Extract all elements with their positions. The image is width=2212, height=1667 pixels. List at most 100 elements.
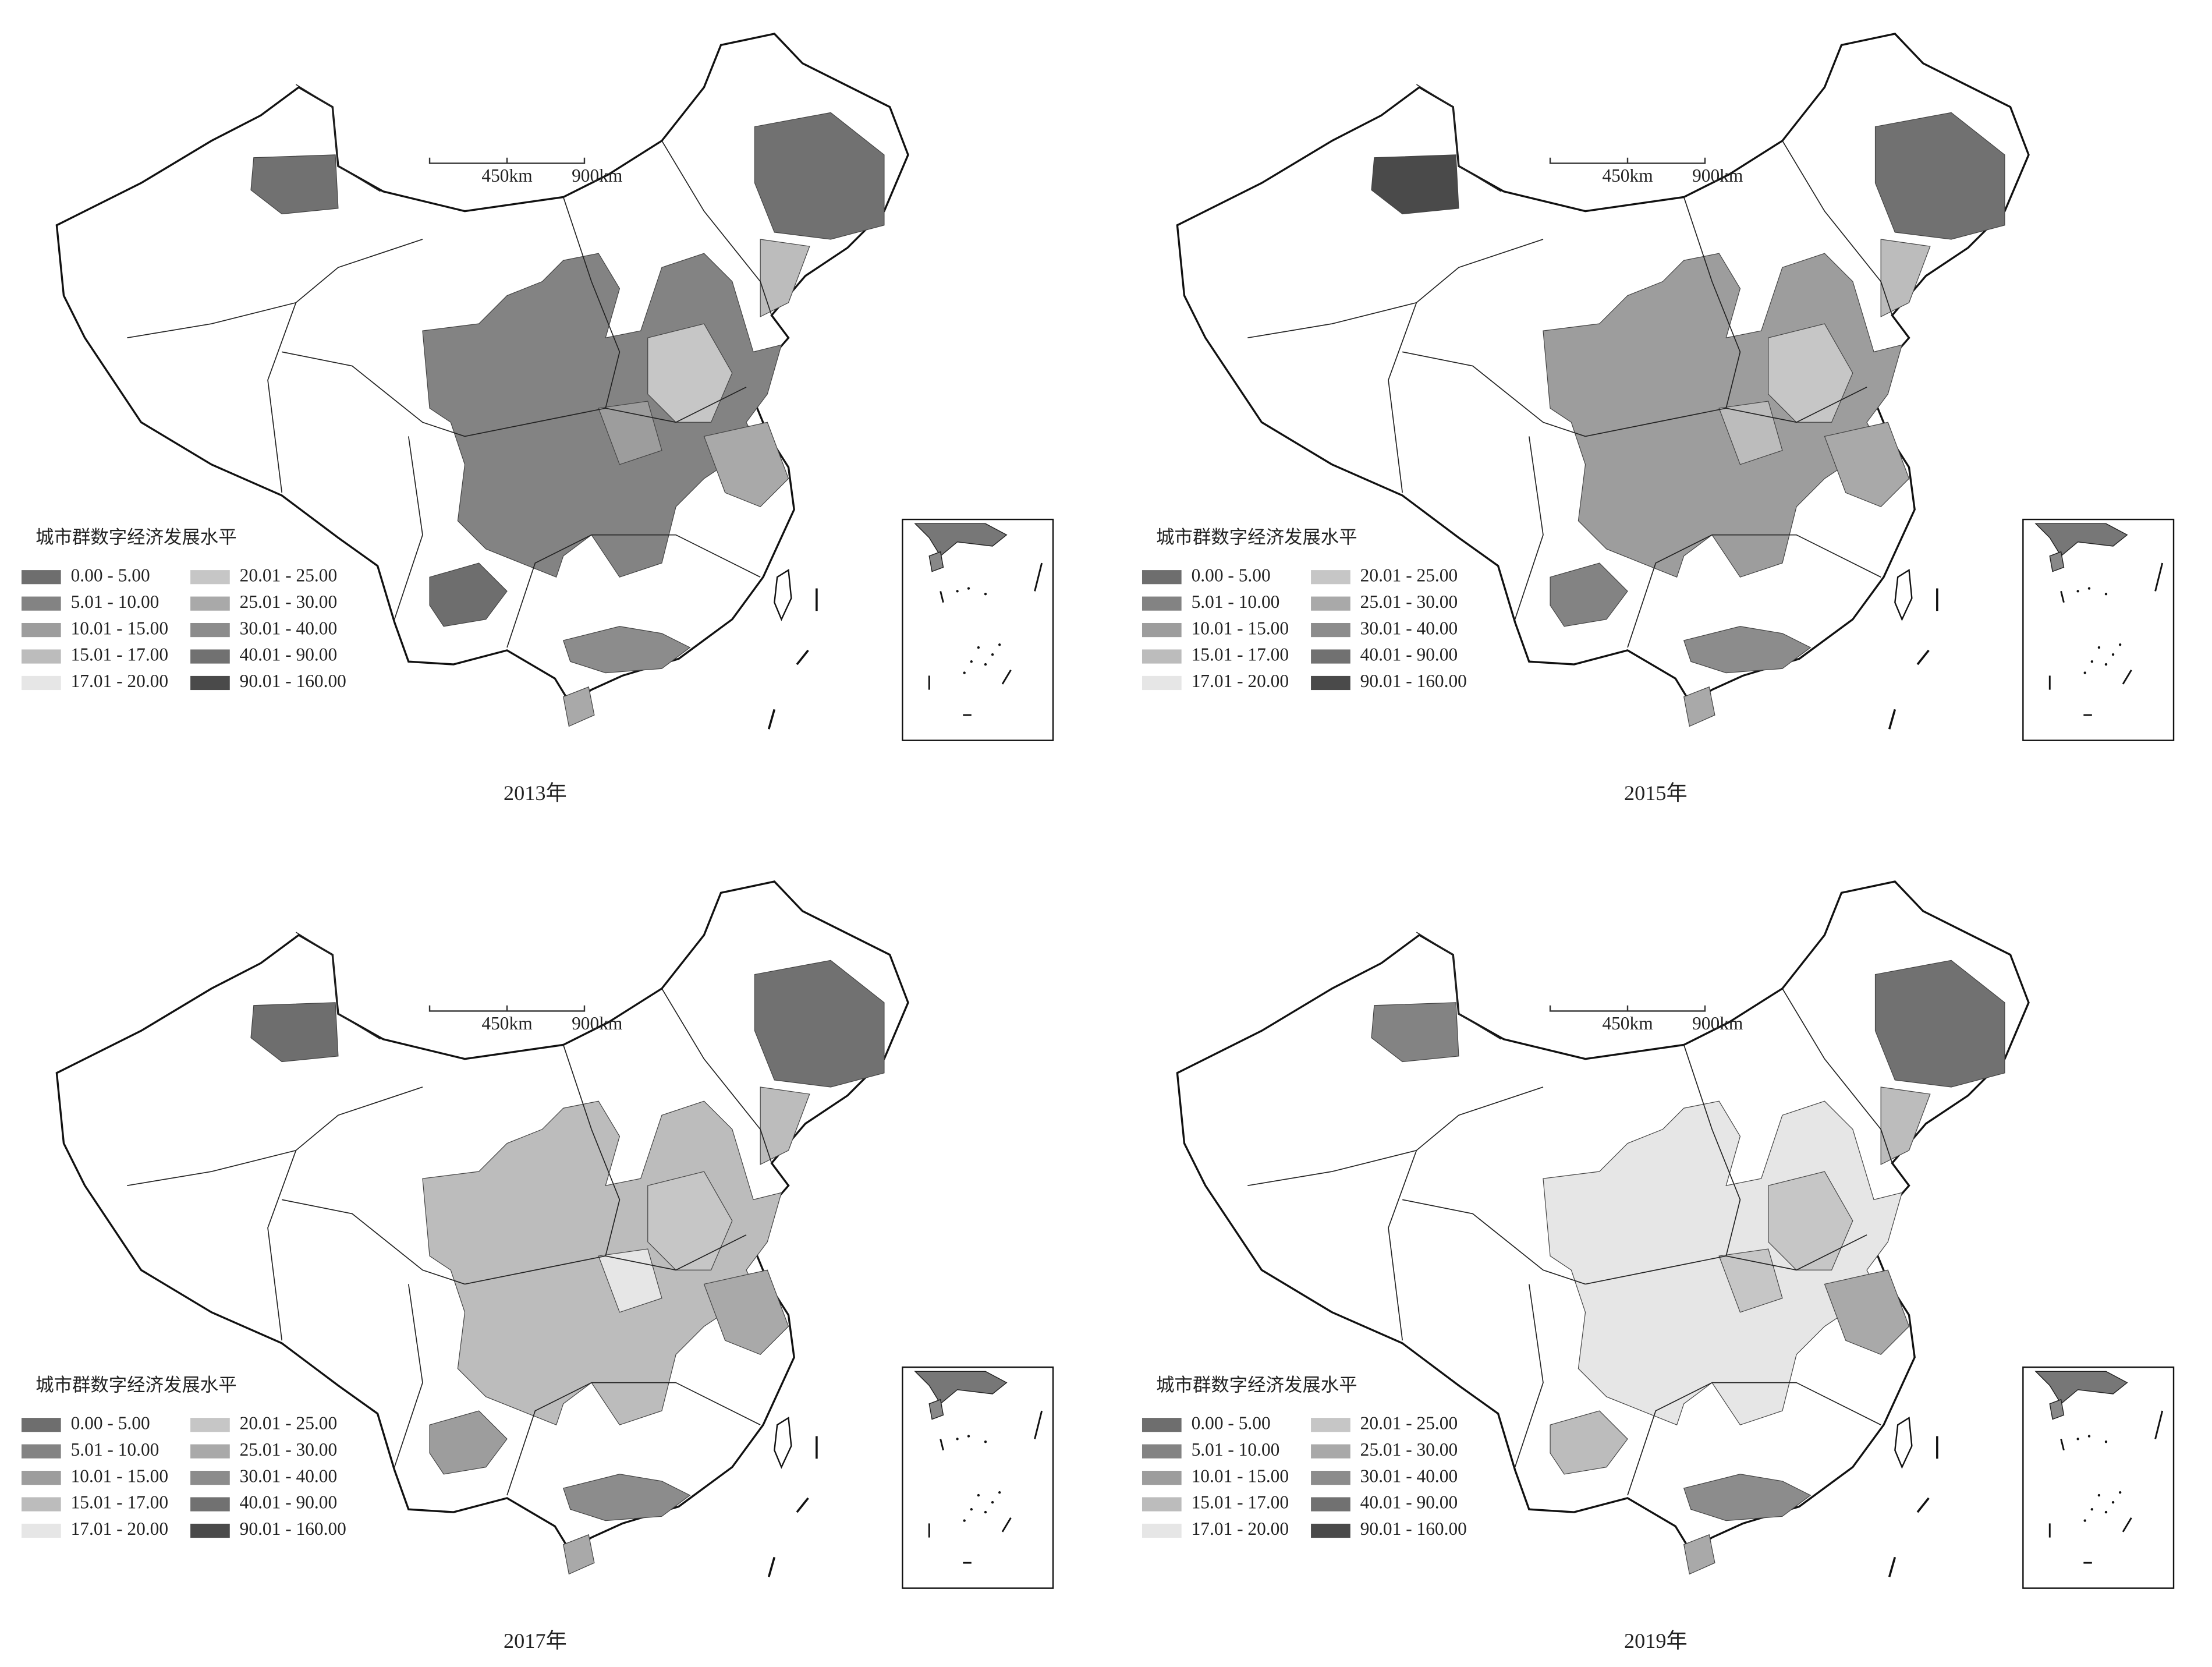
- inset-island: [928, 1399, 944, 1420]
- province-border: [1416, 84, 1501, 192]
- legend-swatch: [1311, 1470, 1350, 1485]
- inset-island-dot: [991, 1500, 994, 1504]
- region-fill: [760, 1086, 810, 1165]
- boundary-dash: [767, 1556, 776, 1577]
- scale-label: 900km: [572, 165, 622, 186]
- legend-label: 5.01 - 10.00: [71, 592, 159, 612]
- legend-label: 17.01 - 20.00: [71, 671, 169, 691]
- legend-swatch: [21, 570, 61, 585]
- legend-swatch: [1142, 1523, 1182, 1538]
- province-border: [1782, 140, 1893, 316]
- inset-island-dot: [984, 1441, 987, 1443]
- province-border: [267, 302, 297, 493]
- legend-label: 17.01 - 20.00: [1192, 1519, 1289, 1539]
- inset-island-dot: [998, 1491, 1001, 1494]
- inset-island-dot: [2090, 1508, 2093, 1511]
- legend-swatch: [21, 1444, 61, 1459]
- scale-label: 450km: [481, 1013, 532, 1034]
- legend-swatch: [21, 1523, 61, 1538]
- map-panel: 450km 900km 城市群数字经济发展水平 0.00 - 5.00 5.01 - 1…: [1142, 880, 2175, 1652]
- region-fill: [754, 112, 885, 240]
- region-fill: [1550, 1410, 1628, 1475]
- inset-island: [2049, 551, 2065, 572]
- legend-label: 10.01 - 15.00: [1192, 1466, 1289, 1486]
- region-fill: [429, 1410, 508, 1475]
- region-fill: [760, 239, 810, 317]
- legend-title: 城市群数字经济发展水平: [36, 527, 236, 547]
- region-fill: [1874, 112, 2005, 240]
- legend-swatch: [190, 1418, 230, 1432]
- province-border: [465, 1234, 747, 1285]
- province-border: [394, 1284, 423, 1467]
- inset-boundary: [1034, 562, 1043, 592]
- province-border: [1388, 302, 1417, 493]
- legend-label: 40.01 - 90.00: [240, 645, 338, 665]
- legend-label: 10.01 - 15.00: [71, 618, 169, 638]
- inset-boundary: [2122, 1517, 2132, 1532]
- legend-swatch: [190, 1444, 230, 1459]
- map-panel: 450km 900km 城市群数字经济发展水平 0.00 - 5.00 5.01 - 1…: [1142, 33, 2175, 805]
- legend-swatch: [1142, 1444, 1182, 1459]
- province-border: [661, 988, 772, 1163]
- legend-swatch: [190, 596, 230, 611]
- inset-island-dot: [2076, 590, 2079, 593]
- region-fill: [1824, 422, 1910, 508]
- region-fill: [1683, 626, 1812, 674]
- panel-caption: 2013年: [504, 781, 567, 805]
- inset-boundary: [940, 1439, 944, 1451]
- inset-boundary: [1001, 1517, 1012, 1532]
- legend-swatch: [1142, 649, 1182, 664]
- inset-island-dot: [970, 1508, 973, 1511]
- inset-boundary: [1034, 1410, 1043, 1439]
- legend-label: 25.01 - 30.00: [1360, 1439, 1458, 1460]
- legend-label: 5.01 - 10.00: [71, 1439, 159, 1460]
- province-border: [282, 1199, 465, 1285]
- inset-island-dot: [2111, 1500, 2115, 1504]
- region-fill: [1718, 1248, 1783, 1313]
- scale-label: 900km: [1692, 165, 1743, 186]
- inset-frame: [902, 1366, 1054, 1589]
- legend-label: 40.01 - 90.00: [1360, 645, 1458, 665]
- region-fill: [250, 154, 339, 215]
- map-panel: 450km 900km 城市群数字经济发展水平 0.00 - 5.00 5.01 - 1…: [21, 33, 1054, 805]
- legend-swatch: [21, 1497, 61, 1512]
- legend-label: 15.01 - 17.00: [1192, 1492, 1289, 1513]
- boundary-dash: [767, 709, 776, 730]
- boundary-dash: [1916, 649, 1930, 666]
- province-border: [1514, 1284, 1544, 1467]
- legend-swatch: [1311, 570, 1350, 585]
- inset-island-dot: [2090, 660, 2093, 663]
- inset-island-dot: [2104, 593, 2108, 596]
- scale-label: 450km: [1602, 165, 1653, 186]
- inset-frame: [2022, 1366, 2175, 1589]
- legend-label: 20.01 - 25.00: [1360, 565, 1458, 585]
- legend-label: 20.01 - 25.00: [1360, 1413, 1458, 1433]
- province-border: [1627, 1382, 1881, 1496]
- province-border: [1683, 197, 1741, 409]
- scale-label: 900km: [572, 1013, 622, 1034]
- legend-title: 城市群数字经济发展水平: [36, 1375, 236, 1395]
- legend-label: 15.01 - 17.00: [1192, 645, 1289, 665]
- legend-swatch: [1311, 1497, 1350, 1512]
- legend-swatch: [21, 596, 61, 611]
- inset-island-dot: [967, 587, 970, 590]
- inset-island-dot: [2097, 1493, 2101, 1497]
- province-border: [282, 351, 465, 437]
- legend-label: 90.01 - 160.00: [240, 1519, 346, 1539]
- scale-label: 450km: [1602, 1013, 1653, 1034]
- province-border: [1514, 436, 1544, 620]
- region-fill: [1683, 1474, 1812, 1521]
- legend-swatch: [1311, 1418, 1350, 1432]
- legend-label: 0.00 - 5.00: [1192, 565, 1271, 585]
- map-panel: 450km 900km 城市群数字经济发展水平 0.00 - 5.00 5.01 - 1…: [21, 880, 1054, 1652]
- island: [774, 1417, 792, 1469]
- inset-island-dot: [2111, 653, 2115, 656]
- region-fill: [1874, 960, 2005, 1088]
- legend-label: 90.01 - 160.00: [1360, 671, 1467, 691]
- boundary-dash: [796, 1497, 809, 1513]
- province-border: [1627, 534, 1881, 648]
- inset-island-dot: [2104, 1441, 2108, 1443]
- region-fill: [429, 562, 508, 627]
- island: [1894, 1417, 1913, 1469]
- inset-island-dot: [984, 1510, 987, 1514]
